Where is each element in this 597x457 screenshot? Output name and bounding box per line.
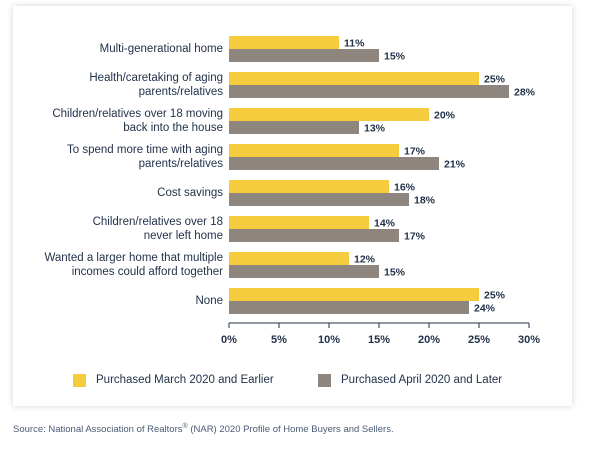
source-registered-mark: ® [182, 423, 188, 430]
x-tick-label-1: 0% [221, 334, 237, 346]
category-label-line: Health/caretaking of aging [89, 72, 223, 84]
category-label-line: None [195, 295, 224, 307]
x-tick-label-5: 20% [418, 334, 440, 346]
data-label-2-4: 21% [444, 159, 466, 171]
data-label-2-8: 24% [474, 303, 496, 315]
category-label-2: Health/caretaking of aging parents/relati… [13, 71, 223, 99]
data-label-2-2: 28% [514, 87, 536, 99]
category-label-line: Multi-generational home [99, 43, 223, 55]
category-label-line: Wanted a larger home that multiple [44, 252, 223, 264]
data-label-1-8: 25% [484, 290, 506, 302]
data-label-1-6: 14% [374, 218, 396, 230]
bar-1-3 [229, 108, 429, 121]
data-label-2-1: 15% [384, 51, 406, 63]
data-label-1-3: 20% [434, 110, 456, 122]
legend-item-series-1: Purchased March 2020 and Earlier [73, 372, 274, 388]
category-label-4: To spend more time with aging parents/rel… [13, 143, 223, 171]
category-label-line: Cost savings [157, 187, 223, 199]
category-label-3: Children/relatives over 18 moving back in… [13, 107, 223, 135]
data-label-2-6: 17% [404, 231, 426, 243]
category-label-line: incomes could afford together [71, 266, 223, 278]
bar-chart: 11% 15% 25% 28% 20% 13% 17% 21% 16%18% 14% 17% 12% 1… [221, 36, 540, 346]
data-label-1-5: 16% [394, 182, 416, 194]
data-label-2-7: 15% [384, 267, 406, 279]
data-label-2-5: 18% [414, 195, 436, 207]
category-label-line: never left home [143, 230, 223, 242]
category-label-line: Children/relatives over 18 [92, 216, 223, 228]
source-suffix: (NAR) 2020 Profile of Home Buyers and Se… [187, 424, 394, 436]
bar-2-7 [229, 265, 379, 278]
source-prefix: Source: National Association of Realtors [13, 424, 183, 436]
x-tick-label-3: 10% [318, 334, 340, 346]
bar-1-4 [229, 144, 399, 157]
bar-2-8 [229, 301, 469, 314]
bar-1-1 [229, 36, 339, 49]
bar-2-5 [229, 193, 409, 206]
legend-swatch-series-1 [73, 373, 86, 387]
bar-2-1 [229, 49, 379, 62]
bar-1-5 [229, 180, 389, 193]
category-label-line: parents/relatives [138, 86, 223, 98]
chart-card: 11% 15% 25% 28% 20% 13% 17% 21% 16% 18% 14% 17% 12% 1… [13, 6, 572, 406]
x-tick-label-2: 5% [271, 334, 287, 346]
data-label-1-7: 12% [354, 254, 376, 266]
category-label-1: Multi-generational home [13, 42, 223, 56]
category-label-line: parents/relatives [138, 158, 223, 170]
category-label-8: None [13, 294, 224, 308]
data-label-1-2: 25% [484, 74, 506, 86]
bar-1-6 [229, 216, 369, 229]
bar-2-2 [229, 85, 509, 98]
category-label-6: Children/relatives over 18 never left hom… [13, 215, 223, 243]
bar-2-4 [229, 157, 439, 170]
data-label-1-4: 17% [404, 146, 426, 158]
category-label-7: Wanted a larger home that multiple income… [13, 251, 223, 279]
category-label-line: back into the house [123, 122, 223, 134]
data-label-2-3: 13% [364, 123, 386, 135]
x-tick-label-6: 25% [468, 334, 490, 346]
bar-1-8 [229, 288, 479, 301]
x-tick-label-4: 15% [368, 334, 390, 346]
category-label-5: Cost savings [13, 186, 223, 200]
bar-1-7 [229, 252, 349, 265]
category-label-line: To spend more time with aging [67, 144, 223, 156]
legend-label-series-1: Purchased March 2020 and Earlier [96, 374, 274, 386]
bar-1-2 [229, 72, 479, 85]
data-label-1-1: 11% [344, 38, 365, 50]
legend-item-series-2: Purchased April 2020 and Later [318, 372, 502, 388]
x-tick-label-7: 30% [518, 334, 540, 346]
source-note: Source: National Association of Realtors… [13, 423, 394, 435]
legend-swatch-series-2 [318, 373, 331, 387]
bar-2-3 [229, 121, 359, 134]
legend-label-series-2: Purchased April 2020 and Later [341, 374, 503, 386]
category-label-line: Children/relatives over 18 moving [52, 108, 223, 120]
bar-2-6 [229, 229, 399, 242]
